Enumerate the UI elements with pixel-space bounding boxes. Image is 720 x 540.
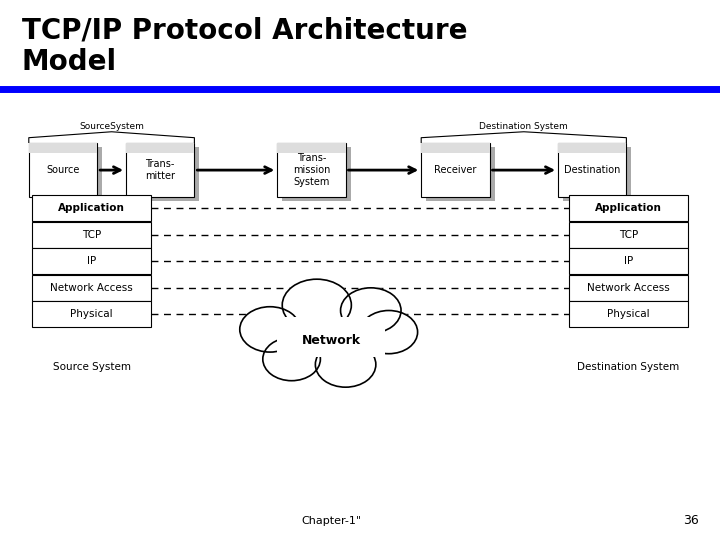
Text: Trans-
mitter: Trans- mitter bbox=[145, 159, 175, 181]
Text: IP: IP bbox=[87, 256, 96, 266]
Text: Source System: Source System bbox=[53, 362, 131, 372]
Text: Application: Application bbox=[58, 204, 125, 213]
FancyBboxPatch shape bbox=[32, 248, 151, 274]
Text: SourceSystem: SourceSystem bbox=[79, 122, 144, 131]
FancyBboxPatch shape bbox=[32, 222, 151, 248]
Text: Receiver: Receiver bbox=[434, 165, 477, 175]
FancyBboxPatch shape bbox=[277, 317, 385, 357]
Text: Trans-
mission
System: Trans- mission System bbox=[293, 153, 330, 187]
FancyBboxPatch shape bbox=[29, 143, 97, 153]
Text: Network Access: Network Access bbox=[587, 283, 670, 293]
FancyBboxPatch shape bbox=[282, 147, 351, 201]
FancyBboxPatch shape bbox=[277, 143, 346, 197]
Text: Source: Source bbox=[46, 165, 80, 175]
Text: Application: Application bbox=[595, 204, 662, 213]
Circle shape bbox=[341, 288, 401, 333]
FancyBboxPatch shape bbox=[569, 195, 688, 221]
Text: Network Access: Network Access bbox=[50, 283, 133, 293]
FancyBboxPatch shape bbox=[558, 143, 626, 153]
Text: Destination System: Destination System bbox=[577, 362, 680, 372]
Text: Chapter-1": Chapter-1" bbox=[301, 516, 361, 526]
FancyBboxPatch shape bbox=[29, 143, 97, 197]
Text: Physical: Physical bbox=[607, 309, 649, 319]
Circle shape bbox=[360, 310, 418, 354]
Text: TCP: TCP bbox=[82, 230, 102, 240]
FancyBboxPatch shape bbox=[569, 222, 688, 248]
FancyBboxPatch shape bbox=[32, 195, 151, 221]
FancyBboxPatch shape bbox=[563, 147, 631, 201]
Text: Network: Network bbox=[302, 334, 361, 347]
Circle shape bbox=[240, 307, 300, 352]
Text: Destination System: Destination System bbox=[480, 122, 568, 131]
Text: TCP/IP Protocol Architecture
Model: TCP/IP Protocol Architecture Model bbox=[22, 16, 467, 76]
Text: Physical: Physical bbox=[71, 309, 113, 319]
FancyBboxPatch shape bbox=[277, 143, 346, 153]
FancyBboxPatch shape bbox=[32, 275, 151, 301]
FancyBboxPatch shape bbox=[569, 301, 688, 327]
Text: TCP: TCP bbox=[618, 230, 638, 240]
Text: IP: IP bbox=[624, 256, 633, 266]
Circle shape bbox=[282, 279, 351, 331]
FancyBboxPatch shape bbox=[421, 143, 490, 197]
Circle shape bbox=[315, 342, 376, 387]
FancyBboxPatch shape bbox=[421, 143, 490, 153]
FancyBboxPatch shape bbox=[558, 143, 626, 197]
FancyBboxPatch shape bbox=[34, 147, 102, 201]
Text: 36: 36 bbox=[683, 514, 698, 526]
Circle shape bbox=[263, 338, 320, 381]
Text: Destination: Destination bbox=[564, 165, 621, 175]
FancyBboxPatch shape bbox=[126, 143, 194, 197]
FancyBboxPatch shape bbox=[426, 147, 495, 201]
FancyBboxPatch shape bbox=[131, 147, 199, 201]
FancyBboxPatch shape bbox=[126, 143, 194, 153]
FancyBboxPatch shape bbox=[569, 275, 688, 301]
FancyBboxPatch shape bbox=[32, 301, 151, 327]
FancyBboxPatch shape bbox=[569, 248, 688, 274]
